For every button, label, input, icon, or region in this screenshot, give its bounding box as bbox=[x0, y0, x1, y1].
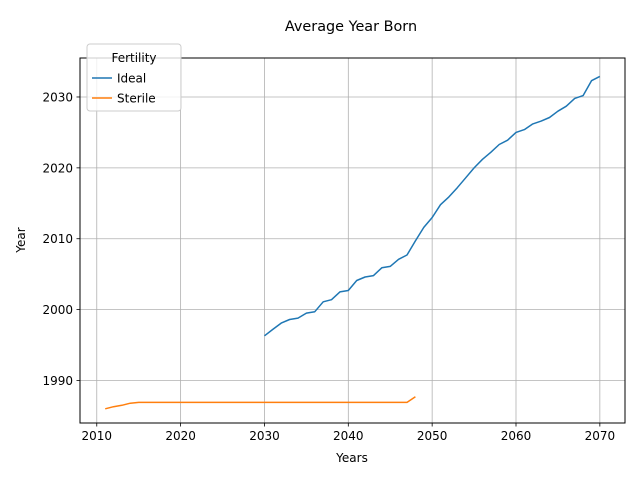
legend-title: Fertility bbox=[111, 51, 156, 65]
chart-title: Average Year Born bbox=[285, 19, 417, 35]
x-tick-label: 2050 bbox=[417, 429, 448, 443]
legend-label-ideal: Ideal bbox=[117, 72, 146, 86]
y-axis-label: Year bbox=[14, 227, 28, 253]
x-axis-ticks: 2010 2020 2030 2040 2050 2060 2070 bbox=[81, 423, 615, 443]
y-axis-ticks: 1990 2000 2010 2020 2030 bbox=[42, 90, 80, 388]
series-layer bbox=[105, 75, 601, 410]
x-axis-label: Years bbox=[335, 451, 368, 465]
plot-frame bbox=[79, 57, 626, 424]
x-tick-label: 2040 bbox=[333, 429, 364, 443]
y-tick-label: 2030 bbox=[42, 90, 73, 104]
x-tick-label: 2020 bbox=[165, 429, 196, 443]
legend-label-sterile: Sterile bbox=[117, 92, 156, 106]
y-tick-label: 2000 bbox=[42, 303, 73, 317]
y-tick-label: 2010 bbox=[42, 232, 73, 246]
x-tick-label: 2030 bbox=[249, 429, 280, 443]
series-line-sterile bbox=[105, 396, 416, 410]
grid-lines bbox=[80, 58, 625, 423]
legend-box bbox=[86, 43, 182, 112]
series-line-ideal bbox=[264, 75, 601, 337]
legend: Fertility Ideal Sterile bbox=[86, 43, 182, 112]
x-tick-label: 2010 bbox=[81, 429, 112, 443]
x-tick-label: 2070 bbox=[585, 429, 616, 443]
y-tick-label: 2020 bbox=[42, 161, 73, 175]
x-tick-label: 2060 bbox=[501, 429, 532, 443]
y-tick-label: 1990 bbox=[42, 374, 73, 388]
